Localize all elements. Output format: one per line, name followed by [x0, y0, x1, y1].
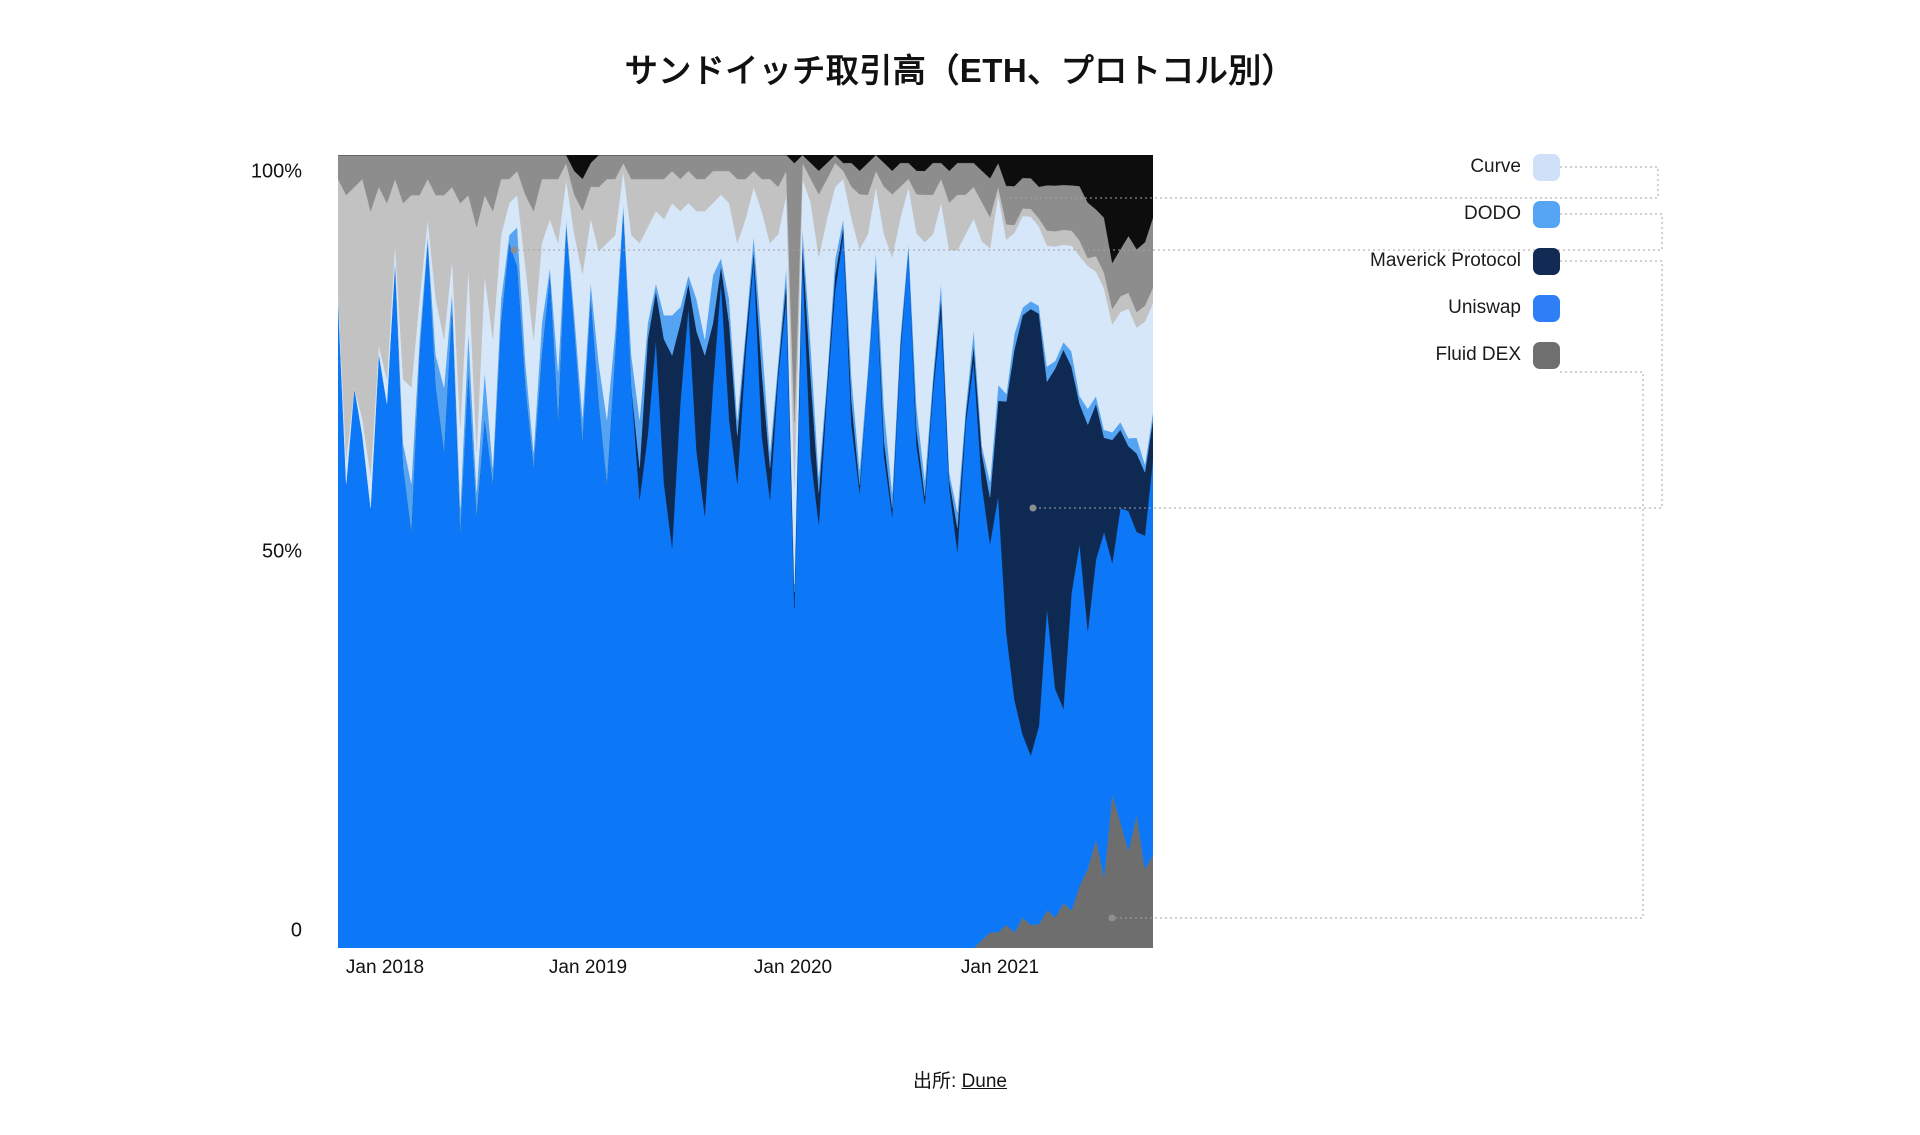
source-link[interactable]: Dune — [961, 1071, 1007, 1092]
legend-label: DODO — [1464, 203, 1521, 224]
y-axis-tick-0: 0 — [290, 919, 302, 942]
y-axis-tick-100: 100% — [250, 160, 302, 183]
x-axis-tick-2021: Jan 2021 — [960, 957, 1040, 978]
legend-item-curve[interactable]: Curve — [1470, 153, 1560, 181]
legend-item-fluid-dex[interactable]: Fluid DEX — [1435, 341, 1560, 369]
stacked-area-chart[interactable] — [338, 155, 1153, 948]
area-fluid-dex — [338, 793, 1153, 948]
x-axis-tick-2019: Jan 2019 — [548, 957, 628, 978]
legend-swatch-curve — [1533, 153, 1560, 181]
legend-swatch-dodo — [1533, 200, 1560, 228]
y-axis-tick-50: 50% — [261, 540, 302, 563]
legend-label: Curve — [1470, 156, 1521, 177]
page-title: サンドイッチ取引高（ETH、プロトコル別） — [624, 52, 1296, 89]
legend-swatch-uniswap — [1533, 294, 1560, 322]
legend-item-uniswap[interactable]: Uniswap — [1448, 294, 1560, 322]
area-unlabeled — [338, 155, 1153, 423]
x-axis-tick-2018: Jan 2018 — [345, 957, 425, 978]
legend-label: Fluid DEX — [1435, 344, 1521, 365]
legend-swatch-fluid-dex — [1533, 341, 1560, 369]
source-prefix: 出所: — [913, 1071, 962, 1092]
legend-label: Maverick Protocol — [1370, 250, 1521, 271]
source-note: 出所: Dune — [0, 1066, 1920, 1093]
x-axis-tick-2020: Jan 2020 — [753, 957, 833, 978]
legend-swatch-maverick-protocol — [1533, 247, 1560, 275]
chart-areas-svg — [338, 155, 1153, 948]
legend-item-maverick-protocol[interactable]: Maverick Protocol — [1370, 247, 1560, 275]
legend-label: Uniswap — [1448, 297, 1521, 318]
leader-line-fluid-dex — [1112, 371, 1644, 919]
area-unlabeled — [338, 155, 1153, 264]
legend-item-dodo[interactable]: DODO — [1464, 200, 1560, 228]
